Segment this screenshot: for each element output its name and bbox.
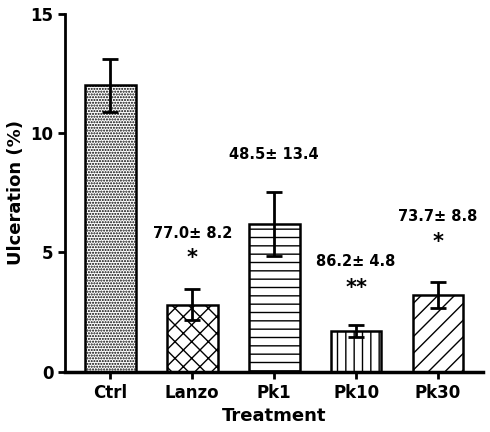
Bar [331,331,382,372]
Text: *: * [187,248,198,268]
Text: 48.5± 13.4: 48.5± 13.4 [229,147,319,162]
Bar [85,86,136,372]
Bar [249,224,299,372]
Text: *: * [433,232,443,252]
Bar [167,305,218,372]
Bar [413,295,464,372]
X-axis label: Treatment: Treatment [222,407,326,425]
Text: **: ** [345,278,367,298]
Text: 73.7± 8.8: 73.7± 8.8 [398,209,478,224]
Y-axis label: Ulceration (%): Ulceration (%) [7,121,25,265]
Text: 86.2± 4.8: 86.2± 4.8 [317,254,396,269]
Text: 77.0± 8.2: 77.0± 8.2 [152,226,232,241]
